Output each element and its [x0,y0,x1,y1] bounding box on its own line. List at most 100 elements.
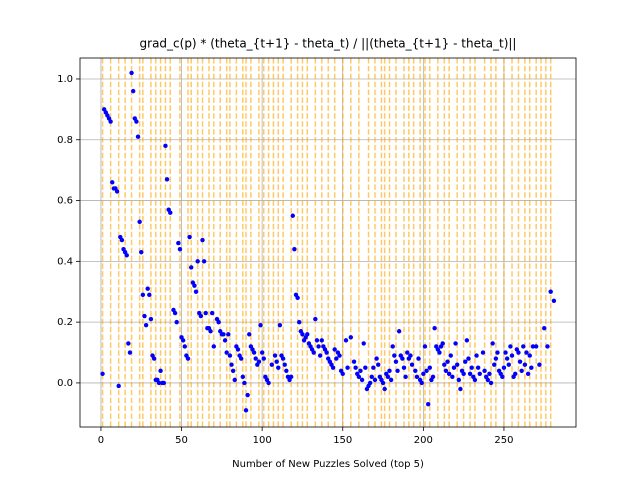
point [177,246,183,252]
point [124,253,129,258]
point [256,359,262,364]
point [168,210,173,215]
point [130,88,136,94]
point [542,326,547,331]
point [524,350,529,355]
point [324,350,329,355]
point [195,259,200,264]
point [401,365,407,370]
point [313,316,318,322]
point [548,289,553,294]
point [272,353,278,358]
point [492,362,497,367]
point [403,374,408,380]
point [503,350,508,355]
point [371,365,376,370]
point [430,374,436,380]
point [427,365,432,370]
point [230,368,236,373]
point [453,341,458,346]
point [463,359,468,364]
point [361,341,366,346]
point [390,344,395,349]
point [545,344,550,349]
point [345,365,350,370]
point [537,362,542,367]
point [100,371,105,377]
point [454,362,460,367]
point [305,332,310,337]
point [367,380,373,386]
point [316,344,321,349]
point [198,313,204,319]
point [143,322,149,328]
chart-title: grad_c(p) * (theta_{t+1} - theta_t) / ||… [140,37,517,51]
point [288,374,294,380]
x-tick-label: 200 [414,435,433,446]
point [432,326,437,331]
point [292,246,297,252]
point [513,371,518,377]
point [297,319,302,325]
point [369,374,374,380]
point [176,240,181,246]
point [504,356,510,361]
point [242,380,247,386]
point [422,344,428,349]
point [358,368,363,373]
point [395,368,400,373]
point [351,359,357,364]
point [151,356,157,361]
x-tick-label: 100 [253,435,272,446]
point [119,237,125,243]
point [147,292,152,297]
y-tick-label: 0.0 [57,378,73,389]
point [440,341,445,346]
point [134,119,139,124]
point [488,380,494,386]
point [521,344,526,349]
point [163,143,168,149]
point [522,362,528,367]
point [421,371,426,377]
point [393,359,399,364]
point [180,338,186,343]
point [319,338,324,343]
point [343,338,349,343]
point [466,356,471,361]
point [259,350,265,355]
point [116,383,121,389]
point [156,380,162,386]
point [129,70,134,76]
point [356,374,362,380]
point [437,350,442,355]
point [467,371,473,377]
point [174,319,179,325]
point [456,377,462,383]
point [363,365,368,370]
point [211,344,216,349]
y-tick-label: 0.4 [57,256,73,267]
point [261,356,266,361]
point [311,350,316,355]
point [416,356,421,361]
point [161,380,167,386]
point [340,371,345,377]
point [221,332,226,337]
point [425,402,431,407]
point [424,368,429,373]
point [469,365,474,370]
plot-frame [79,57,577,428]
point [276,365,281,370]
point [495,350,500,355]
point [477,371,482,377]
point [359,377,365,383]
point [376,362,381,367]
x-tick-label: 150 [333,435,352,446]
point [348,335,354,340]
point [193,289,199,294]
point [461,371,466,377]
point [290,213,295,218]
